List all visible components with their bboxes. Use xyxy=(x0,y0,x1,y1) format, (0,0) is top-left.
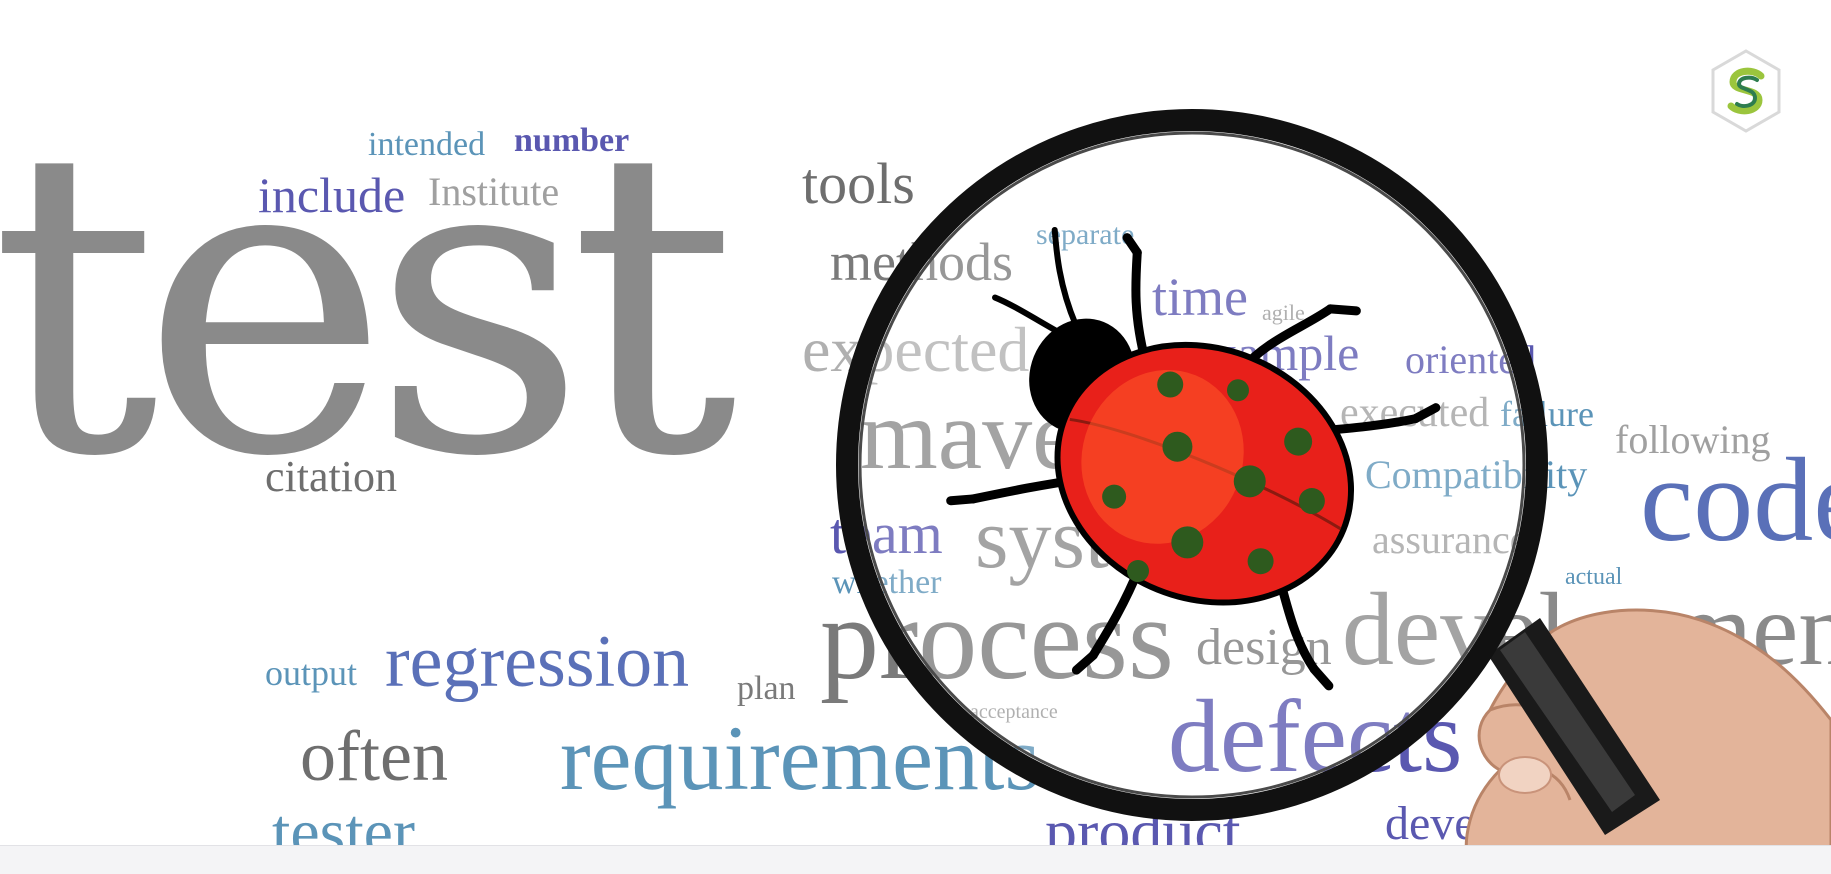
word-include: include xyxy=(258,167,406,223)
word-time: time xyxy=(1152,267,1248,327)
bottom-strip xyxy=(0,845,1831,874)
word-regression: regression xyxy=(385,621,690,703)
word-methods: methods xyxy=(830,232,1013,292)
word-example: example xyxy=(1190,325,1360,381)
word-tools: tools xyxy=(802,151,915,216)
word-process: process xyxy=(820,573,1174,704)
word-system: system xyxy=(975,490,1214,586)
word-code: code xyxy=(1640,433,1831,566)
word-actual: actual xyxy=(1565,564,1623,590)
word-test: test xyxy=(0,60,738,549)
word-following: following xyxy=(1615,417,1771,462)
word-plan: plan xyxy=(737,670,796,707)
word-development: development xyxy=(1342,572,1831,687)
word-separate: separate xyxy=(1036,218,1135,251)
word-compatibility: Compatibility xyxy=(1365,452,1588,497)
word-executed: executed xyxy=(1340,390,1490,436)
word-assurance: assurance xyxy=(1372,517,1528,562)
word-defects: defects xyxy=(1168,679,1463,794)
word-agile: agile xyxy=(1262,300,1305,325)
word-intended: intended xyxy=(368,126,486,163)
word-deve: deve xyxy=(1385,797,1476,850)
s-hexagon-logo-icon xyxy=(1711,49,1781,133)
word-expected: expected xyxy=(802,314,1030,385)
word-requirements: requirements xyxy=(560,707,1041,809)
word-design: design xyxy=(1196,619,1332,676)
word-team: team xyxy=(830,501,943,566)
word-maven: maven xyxy=(860,379,1127,490)
word-failure: failure xyxy=(1500,394,1594,434)
word-output: output xyxy=(265,653,358,693)
word-institute: Institute xyxy=(428,169,560,214)
word-citation: citation xyxy=(265,452,397,501)
word-number: number xyxy=(514,122,630,159)
word-often: often xyxy=(300,716,448,796)
word-oriented: oriented xyxy=(1405,337,1537,382)
